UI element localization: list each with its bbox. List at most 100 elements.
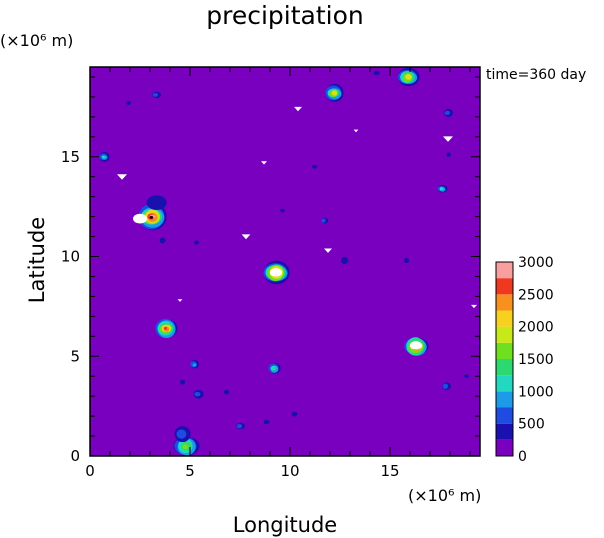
contour-level xyxy=(280,208,285,213)
precip-cell xyxy=(464,374,469,378)
missing-data-gap xyxy=(410,341,422,350)
contour-level xyxy=(291,411,298,417)
contour-level xyxy=(224,389,230,395)
precip-cell xyxy=(268,362,281,374)
precip-cell xyxy=(373,70,380,76)
plot-frame xyxy=(89,66,481,457)
contour-level xyxy=(444,110,451,116)
precip-cell xyxy=(138,202,167,231)
contour-level xyxy=(236,423,243,429)
colorbar-label: 1000 xyxy=(518,384,554,400)
missing-data-gap xyxy=(177,299,183,302)
precip-cell xyxy=(155,318,178,339)
contour-level xyxy=(176,429,187,439)
contour-level xyxy=(149,216,154,219)
precip-cell xyxy=(446,152,451,157)
precip-cell xyxy=(152,91,162,99)
colorbar-swatch xyxy=(496,310,513,327)
contour-level xyxy=(146,195,167,211)
y-axis-label: Latitude xyxy=(25,217,49,303)
contour-level xyxy=(163,326,168,330)
contour-level xyxy=(341,256,349,265)
precip-cell xyxy=(321,217,329,224)
precip-cell xyxy=(291,411,298,417)
precip-cell xyxy=(404,257,410,264)
contour-level xyxy=(194,391,201,397)
contour-level xyxy=(373,70,380,76)
chart-title: precipitation xyxy=(206,1,364,30)
colorbar-swatch xyxy=(496,375,513,392)
colorbar-label: 2500 xyxy=(518,287,554,303)
contour-level xyxy=(194,240,200,245)
contour-level xyxy=(272,367,277,370)
colorbar-label: 1500 xyxy=(518,352,554,368)
precip-cell xyxy=(126,100,131,105)
precip-cell xyxy=(444,108,453,117)
y-tick-label: 15 xyxy=(61,148,80,166)
colorbar-label: 0 xyxy=(518,449,527,465)
colorbar-swatch xyxy=(496,294,513,311)
contour-level xyxy=(321,218,326,223)
precip-cell xyxy=(442,382,451,391)
precip-cell xyxy=(190,359,200,369)
x-unit-label: (×10⁶ m) xyxy=(408,486,481,505)
axes: 0 5 10 15 0 5 10 15 xyxy=(61,66,481,480)
missing-data-gap xyxy=(133,213,147,224)
contour-level xyxy=(442,383,449,389)
missing-data-gap xyxy=(471,304,477,309)
x-axis-label: Longitude xyxy=(233,513,337,537)
missing-data-gap xyxy=(443,136,453,142)
x-tick-label: 5 xyxy=(185,462,195,480)
precip-cell xyxy=(146,195,167,211)
precip-cell xyxy=(159,237,166,244)
contour-level xyxy=(331,91,336,95)
missing-data-gap xyxy=(270,268,282,277)
contour-level xyxy=(464,374,469,378)
x-tick-label: 15 xyxy=(380,462,399,480)
colorbar: 0 500 1000 1500 2000 2500 3000 xyxy=(495,255,554,465)
contour-level xyxy=(152,92,159,97)
contour-level xyxy=(405,75,410,79)
y-tick-label: 5 xyxy=(70,347,80,365)
missing-data-gap xyxy=(241,234,251,240)
missing-data-gap xyxy=(324,248,332,253)
precip-cell xyxy=(180,379,186,385)
contour-level xyxy=(439,187,444,191)
y-unit-label: (×10⁶ m) xyxy=(0,31,73,50)
contour-level xyxy=(446,152,451,157)
precip-cell xyxy=(99,151,110,162)
colorbar-swatch xyxy=(496,262,513,279)
colorbar-swatch xyxy=(496,407,513,424)
colorbar-swatch xyxy=(496,359,513,376)
y-tick-label: 10 xyxy=(61,248,80,266)
time-annotation: time=360 day xyxy=(486,67,586,83)
field-background xyxy=(90,67,480,456)
precip-cell xyxy=(194,240,200,245)
x-tick-label: 10 xyxy=(280,462,299,480)
contour-level xyxy=(101,155,106,158)
precip-cell xyxy=(437,184,448,193)
colorbar-swatch xyxy=(496,326,513,343)
precip-cell xyxy=(280,208,285,213)
precip-cell xyxy=(397,67,420,87)
contour-level xyxy=(263,419,270,425)
precip-cell xyxy=(325,83,344,102)
missing-data-gap xyxy=(294,106,302,112)
plot-area xyxy=(90,67,480,456)
colorbar-label: 3000 xyxy=(518,255,554,271)
contour-level xyxy=(312,164,318,169)
colorbar-swatch xyxy=(496,391,513,408)
colorbar-swatch xyxy=(496,278,513,295)
contour-level xyxy=(404,257,410,264)
missing-data-gap xyxy=(353,129,359,133)
precip-cell xyxy=(224,389,230,395)
contour-level xyxy=(126,100,131,105)
precip-cell xyxy=(341,256,349,265)
colorbar-swatch xyxy=(496,342,513,359)
contour-level xyxy=(159,237,166,244)
contour-level xyxy=(180,379,186,385)
precip-cell xyxy=(263,419,270,425)
x-tick-label: 0 xyxy=(85,462,95,480)
missing-data-gap xyxy=(261,161,267,165)
